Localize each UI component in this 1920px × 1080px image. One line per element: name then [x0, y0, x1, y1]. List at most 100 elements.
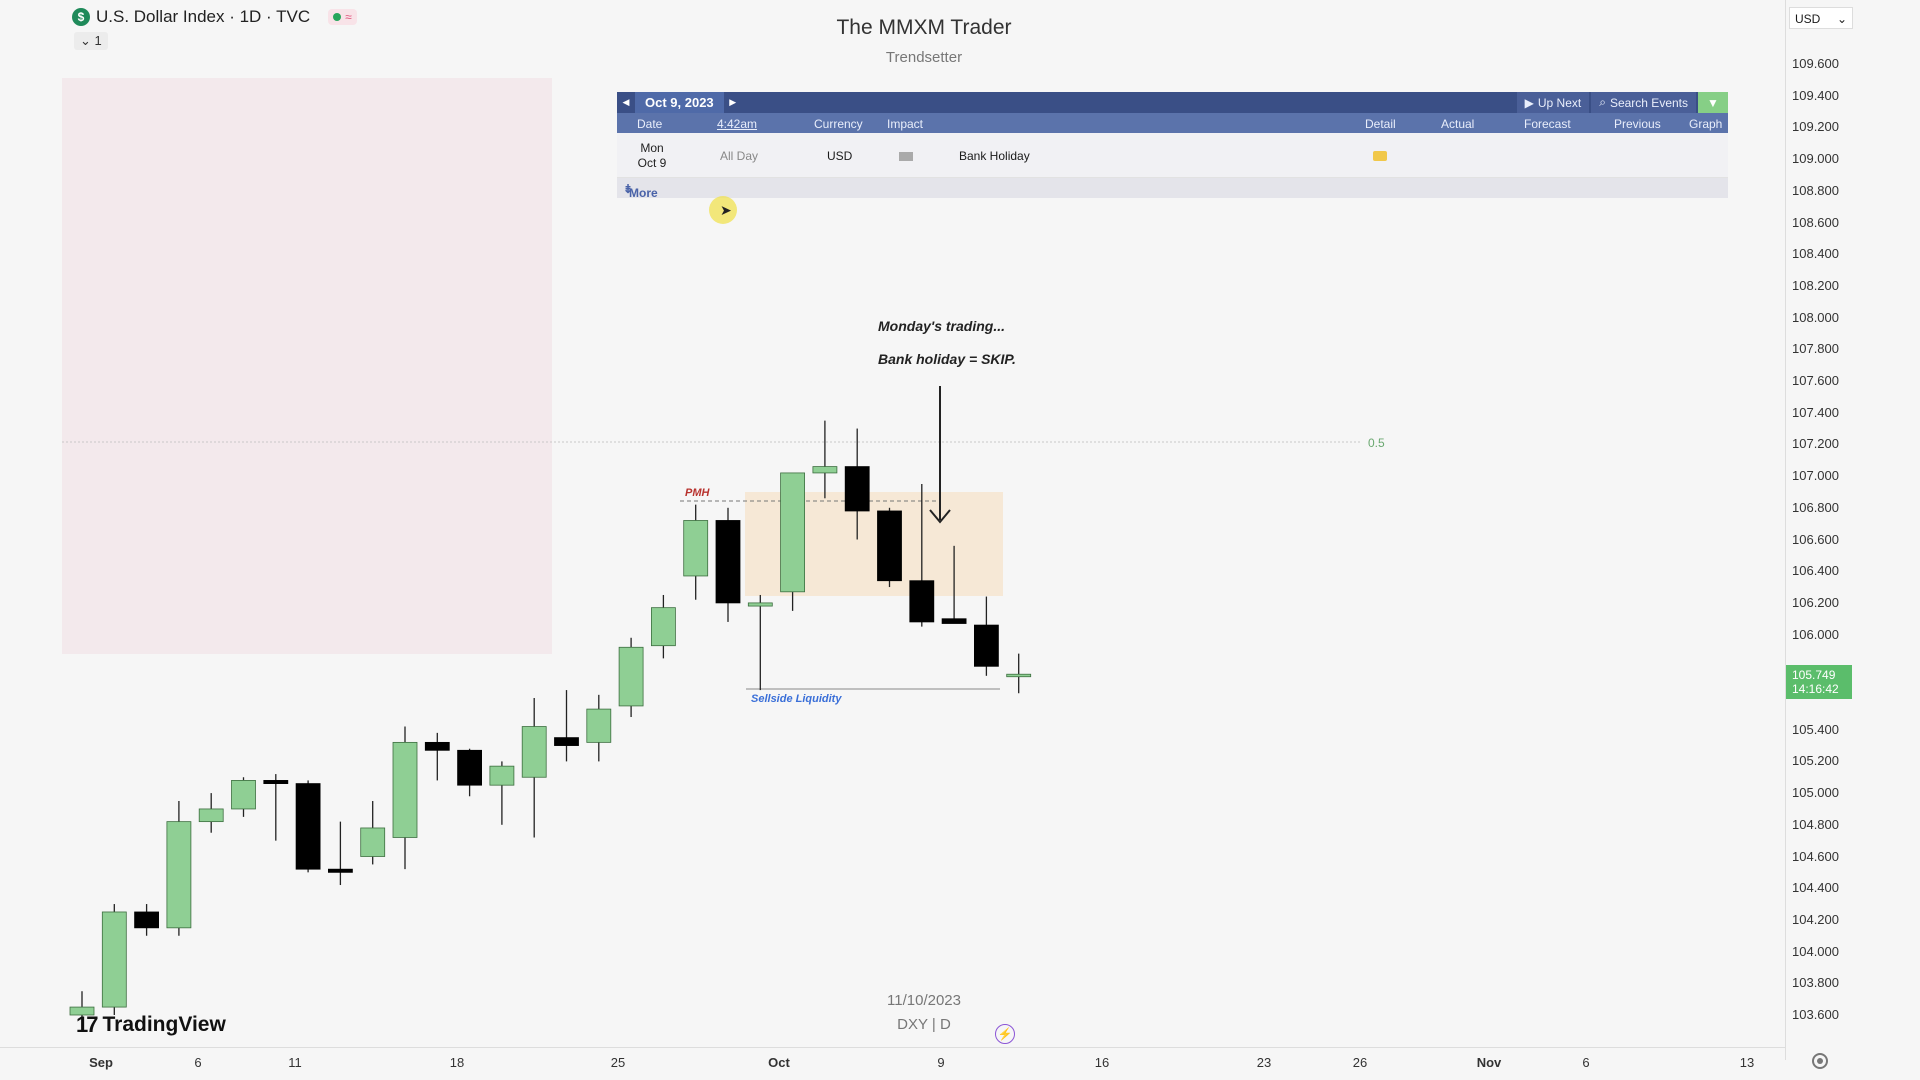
price-label: 109.000 [1792, 151, 1839, 167]
col-time[interactable]: 4:42am [717, 117, 758, 131]
price-label: 107.400 [1792, 404, 1839, 420]
calendar-toolbar: ◀ Oct 9, 2023 ▶ ▶ Up Next ⌕ Search Events … [617, 92, 1728, 113]
prev-day-icon[interactable]: ◀ [622, 97, 630, 107]
price-label: 103.800 [1792, 975, 1839, 991]
search-label: Search Events [1609, 95, 1688, 110]
bear-candle [457, 749, 483, 786]
bull-candle [521, 726, 547, 778]
bull-candle [392, 741, 418, 838]
bear-candle [263, 780, 289, 784]
gear-icon[interactable] [1812, 1053, 1828, 1069]
candles-group [69, 420, 1032, 1031]
col-impact: Impact [887, 117, 924, 131]
tradingview-mark-icon: 17 [76, 1012, 99, 1037]
note-monday: Monday's trading... [878, 318, 1006, 334]
price-chart[interactable]: PMH Sellside Liquidity 0.5 [0, 0, 1785, 1047]
bull-candle [1006, 673, 1032, 678]
currency-select[interactable]: USD ⌄ [1789, 7, 1853, 29]
price-label: 108.200 [1792, 277, 1839, 293]
tradingview-logo[interactable]: 17 TradingView [76, 1012, 226, 1038]
market-status[interactable]: ≈ [328, 9, 357, 25]
time-label: 16 [1094, 1055, 1110, 1070]
price-label: 108.400 [1792, 246, 1839, 262]
col-currency: Currency [814, 117, 863, 131]
calendar-date[interactable]: Oct 9, 2023 [635, 92, 724, 113]
price-label: 108.800 [1792, 182, 1839, 198]
time-label: Sep [89, 1055, 113, 1070]
bull-candle [360, 827, 386, 857]
price-label: 108.000 [1792, 309, 1839, 325]
bull-candle [69, 1006, 95, 1016]
bull-candle [618, 646, 644, 707]
pmh-label: PMH [685, 487, 711, 499]
indicators-collapse-button[interactable]: ⌄ 1 [74, 32, 108, 50]
bear-candle [974, 624, 999, 667]
filter-icon[interactable]: ▼ [1698, 92, 1728, 113]
price-label: 104.600 [1792, 848, 1839, 864]
price-label: 107.200 [1792, 436, 1839, 452]
calendar-header-row: Date 4:42am Currency Impact Detail Actua… [617, 113, 1728, 133]
calendar-event-row[interactable]: Mon Oct 9 All Day USD Bank Holiday [617, 133, 1728, 178]
bull-candle [198, 808, 224, 823]
fib-label: 0.5 [1368, 436, 1385, 450]
chevron-down-icon: ⌄ [1836, 12, 1847, 26]
market-open-icon [333, 13, 342, 21]
time-axis[interactable] [0, 1047, 1785, 1075]
next-day-icon[interactable]: ▶ [729, 97, 737, 107]
current-price-tag: 105.749 14:16:42 [1786, 665, 1852, 699]
price-label: 109.200 [1792, 119, 1839, 135]
bull-candle [683, 520, 709, 577]
event-name[interactable]: Bank Holiday [959, 149, 1030, 163]
sellside-label: Sellside Liquidity [751, 693, 842, 705]
event-currency: USD [827, 149, 853, 163]
more-label: More [629, 186, 658, 200]
time-label: 13 [1739, 1055, 1755, 1070]
bull-candle [651, 607, 676, 647]
bull-candle [101, 911, 127, 1008]
more-link[interactable]: ⇟ More [623, 182, 658, 200]
price-axis[interactable] [1785, 0, 1850, 1060]
col-actual: Actual [1441, 117, 1475, 131]
economic-calendar: ◀ Oct 9, 2023 ▶ ▶ Up Next ⌕ Search Events … [617, 92, 1728, 200]
price-label: 106.800 [1792, 499, 1839, 515]
bear-candle [554, 737, 579, 746]
bear-candle [941, 618, 967, 624]
price-label: 107.600 [1792, 373, 1839, 388]
bear-candle [844, 466, 870, 512]
lightning-icon[interactable]: ⚡ [995, 1024, 1015, 1044]
bull-candle [231, 780, 256, 810]
price-label: 104.400 [1792, 880, 1839, 896]
price-label: 108.600 [1792, 214, 1839, 230]
bull-candle [586, 708, 612, 743]
bear-candle [424, 741, 450, 751]
symbol-title[interactable]: U.S. Dollar Index · 1D · TVC [96, 7, 311, 26]
wave-icon: ≈ [345, 10, 352, 24]
mouse-cursor-icon: ➤ [720, 202, 732, 218]
search-icon: ⌕ [1599, 95, 1606, 109]
search-events-button[interactable]: ⌕ Search Events [1591, 92, 1696, 113]
bull-candle [812, 466, 838, 474]
watermark-subtitle: Trendsetter [885, 49, 963, 66]
col-previous: Previous [1614, 117, 1661, 131]
folder-icon[interactable] [1373, 151, 1387, 161]
bull-candle [489, 765, 515, 786]
event-date-cell: Mon Oct 9 [617, 133, 687, 178]
event-day: Mon [640, 141, 664, 155]
price-label: 106.200 [1792, 594, 1839, 610]
col-graph: Graph [1689, 117, 1723, 131]
price-label: 105.400 [1792, 721, 1839, 737]
dollar-logo-icon: $ [72, 8, 90, 26]
current-price: 105.749 [1792, 668, 1836, 682]
highlight-zone-shade [62, 78, 552, 654]
tradingview-brand: TradingView [102, 1013, 226, 1036]
price-label: 103.600 [1792, 1007, 1839, 1022]
event-date: Oct 9 [637, 156, 667, 170]
currency-value: USD [1795, 12, 1821, 26]
price-label: 106.400 [1792, 563, 1839, 579]
up-next-button[interactable]: ▶ Up Next [1516, 92, 1590, 113]
col-detail: Detail [1365, 117, 1396, 131]
calendar-more-row[interactable]: ⇟ More [617, 178, 1728, 200]
price-label: 109.600 [1792, 56, 1839, 71]
symbol-bar[interactable]: $ U.S. Dollar Index · 1D · TVC ≈ [72, 6, 357, 28]
note-bank-holiday: Bank holiday = SKIP. [878, 351, 1016, 367]
